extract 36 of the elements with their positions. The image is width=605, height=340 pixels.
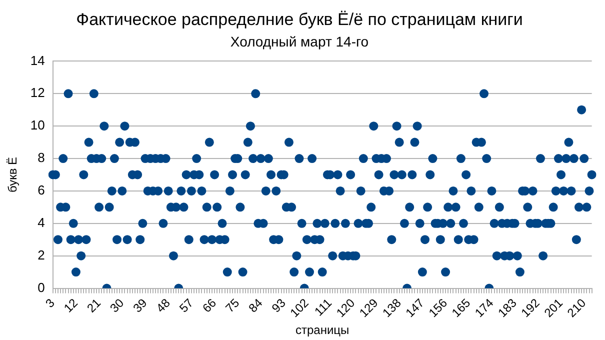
x-tick-label: 12 bbox=[61, 296, 81, 316]
y-tick-label: 4 bbox=[38, 214, 45, 230]
x-tick-label: 192 bbox=[518, 296, 543, 320]
x-tick-label: 66 bbox=[200, 296, 220, 316]
y-axis-title: букв Ё bbox=[6, 156, 20, 193]
x-tick-label: 30 bbox=[107, 296, 127, 316]
x-tick-label: 111 bbox=[312, 296, 335, 319]
x-axis-title: страницы bbox=[296, 323, 350, 338]
x-tick-label: 3 bbox=[42, 296, 58, 311]
x-tick-label: 183 bbox=[495, 296, 520, 320]
x-tick-label: 48 bbox=[153, 296, 174, 316]
y-tick-label: 6 bbox=[38, 182, 45, 198]
x-tick-label: 120 bbox=[334, 296, 358, 320]
x-tick-label: 102 bbox=[287, 296, 312, 320]
x-tick-label: 165 bbox=[449, 296, 474, 320]
x-tick-label: 75 bbox=[222, 296, 242, 316]
x-tick-label: 57 bbox=[176, 296, 196, 316]
x-tick-label: 147 bbox=[402, 296, 428, 320]
y-tick-label: 2 bbox=[38, 247, 45, 262]
x-tick-label: 129 bbox=[356, 296, 381, 320]
y-tick-label: 8 bbox=[38, 150, 45, 166]
x-tick-label: 210 bbox=[564, 296, 589, 320]
x-tick-label: 39 bbox=[130, 296, 150, 316]
x-tick-label: 84 bbox=[246, 296, 266, 316]
y-tick-label: 0 bbox=[38, 280, 45, 295]
x-tick-label: 201 bbox=[541, 296, 566, 320]
chart-title: Фактическое распределние букв Ё/ё по страницам книги bbox=[76, 10, 523, 29]
y-tick-label: 14 bbox=[30, 52, 45, 68]
x-tick-label: 93 bbox=[268, 296, 289, 316]
y-tick-label: 12 bbox=[30, 85, 45, 100]
x-tick-label: 156 bbox=[426, 296, 450, 320]
x-tick-label: 138 bbox=[380, 296, 404, 320]
y-tick-label: 10 bbox=[30, 118, 45, 133]
x-tick-label: 21 bbox=[84, 296, 104, 316]
chart-subtitle: Холодный март 14-го bbox=[230, 34, 369, 50]
x-tick-label: 174 bbox=[472, 296, 496, 320]
